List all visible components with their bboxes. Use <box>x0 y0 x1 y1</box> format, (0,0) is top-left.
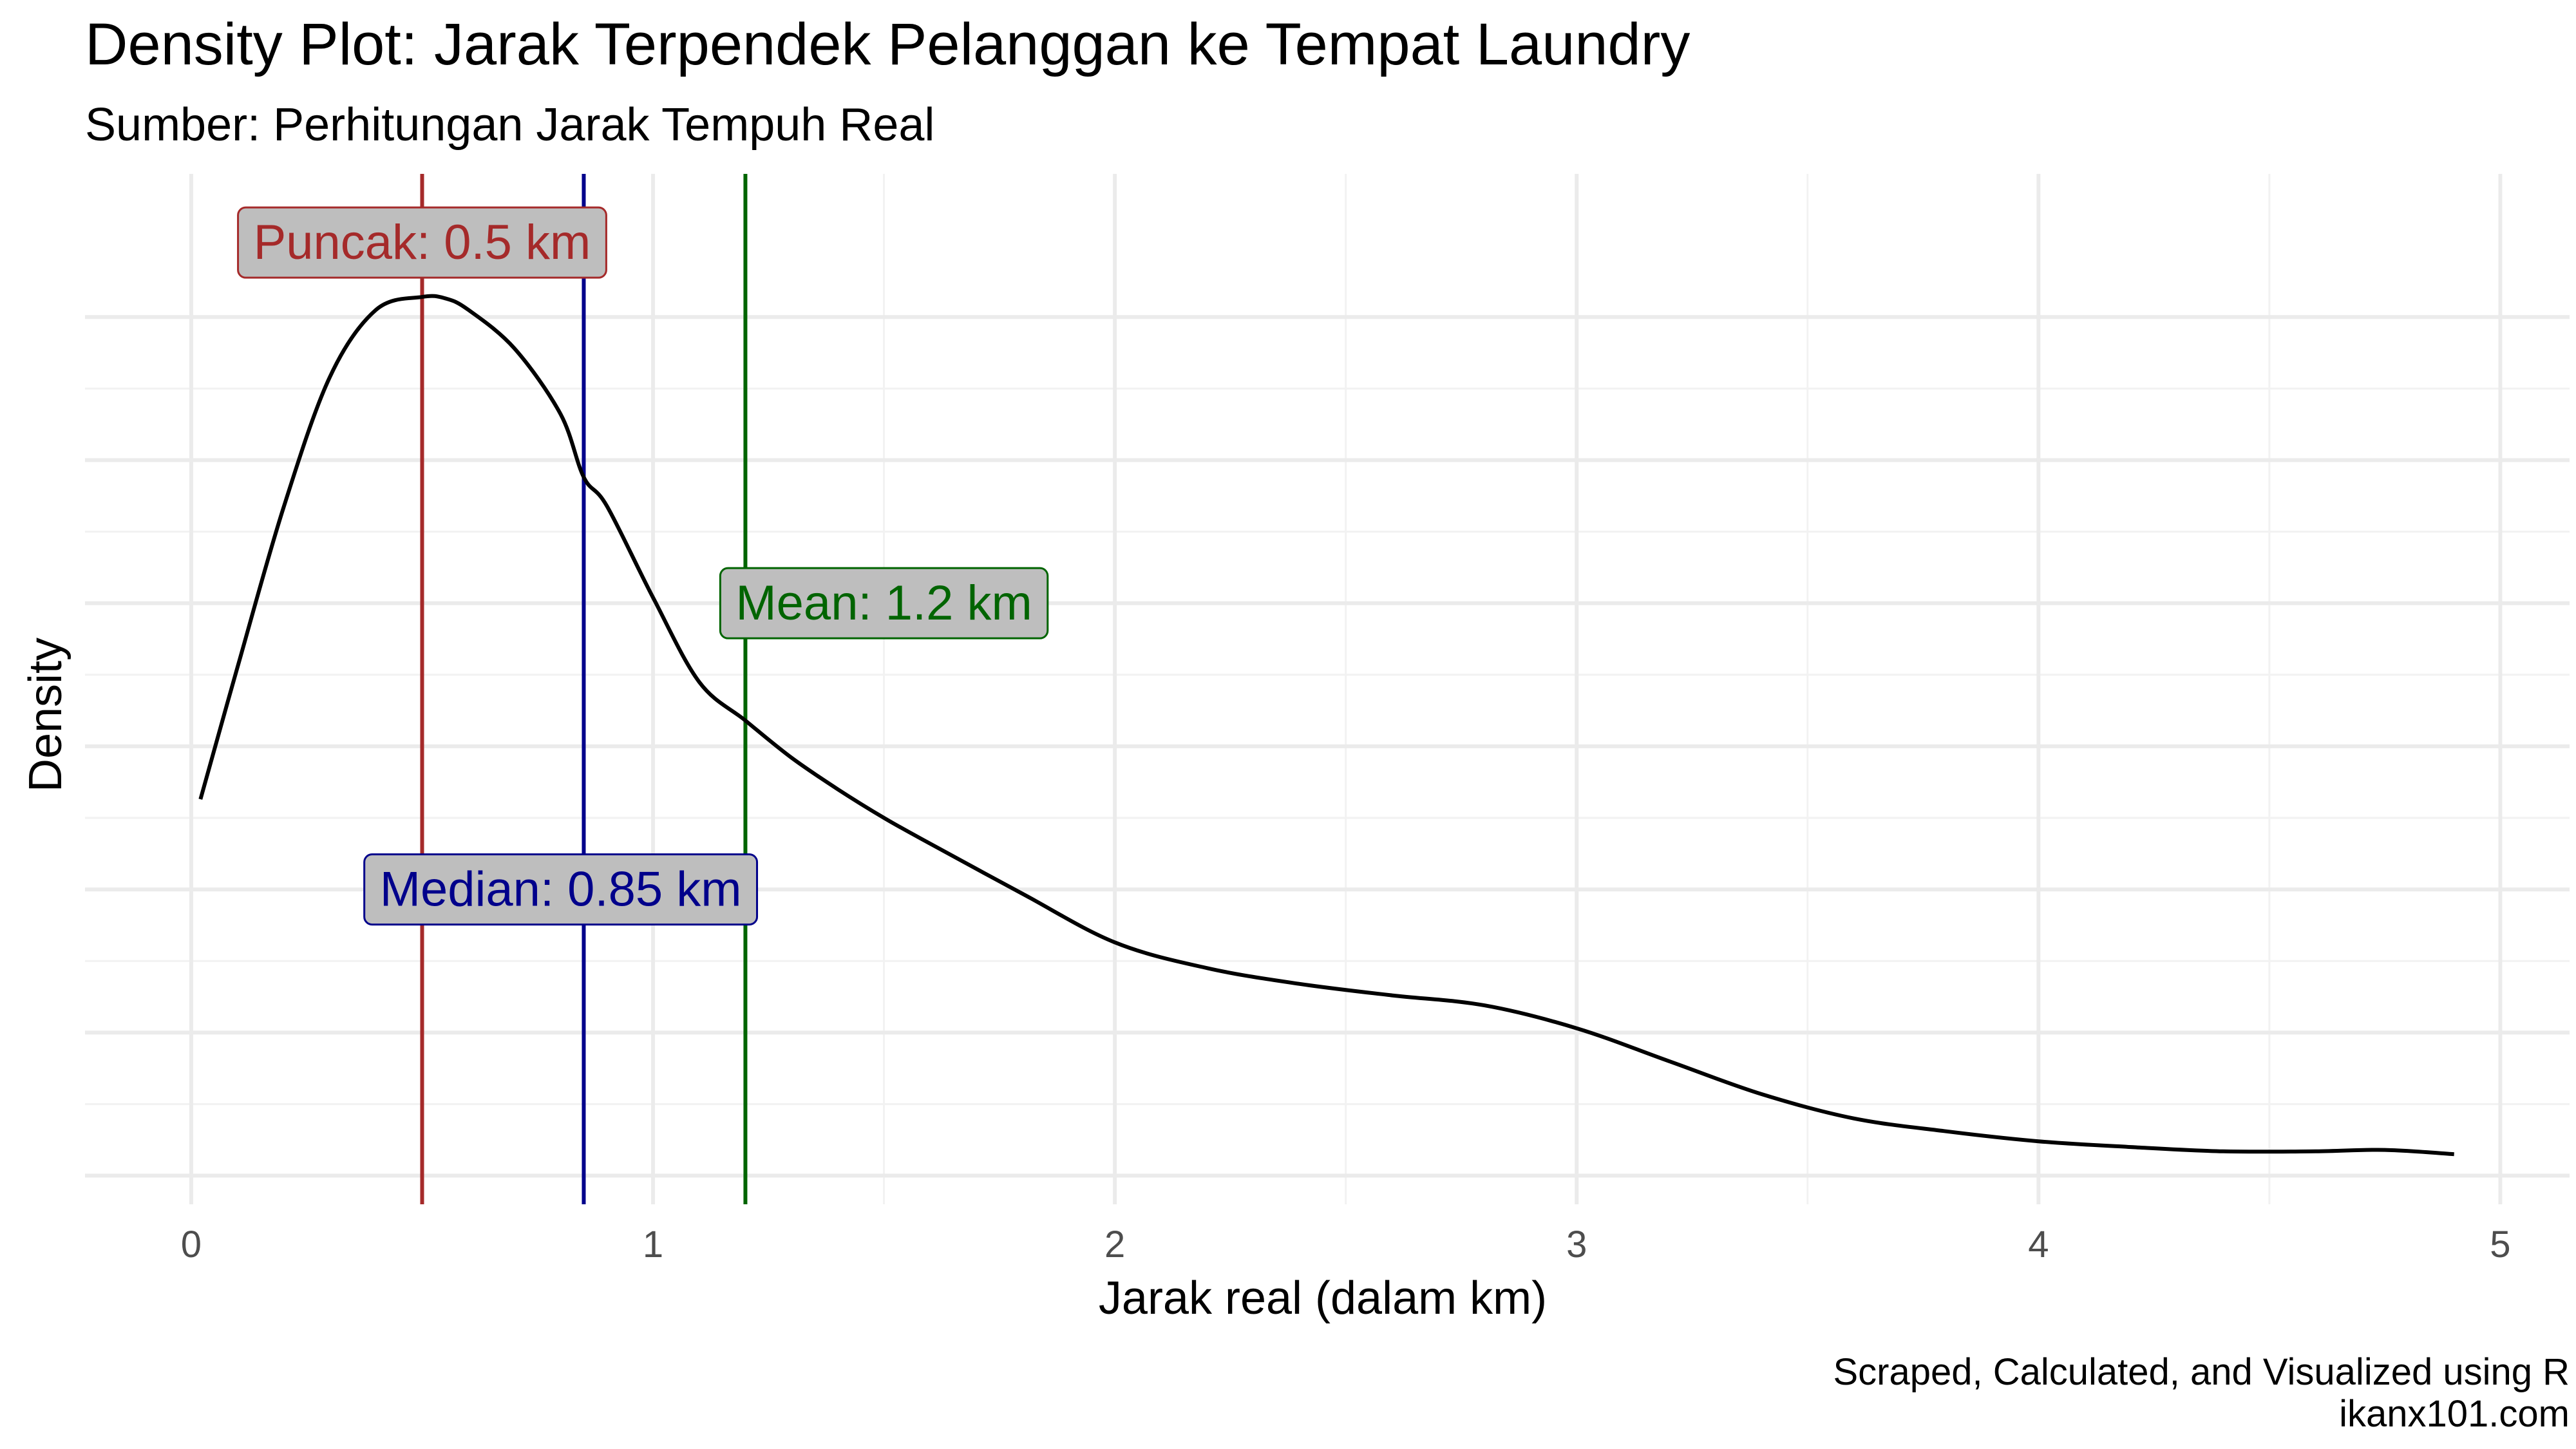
y-axis-title: Density <box>20 638 71 792</box>
reference-lines <box>420 174 748 1204</box>
ref-label-box <box>363 853 759 926</box>
ref-label-text: Mean: 1.2 km <box>735 576 1032 630</box>
ref-label-mean: Mean: 1.2 km <box>719 567 1049 639</box>
caption-line-2: ikanx101.com <box>2339 1393 2570 1435</box>
ref-label-box <box>719 567 1049 639</box>
x-tick-label: 1 <box>643 1224 663 1265</box>
x-tick-labels: 0 1 2 3 4 5 <box>181 1224 2511 1265</box>
ref-label-median: Median: 0.85 km <box>363 853 759 926</box>
x-tick-label: 5 <box>2490 1224 2510 1265</box>
ref-label-puncak: Puncak: 0.5 km <box>237 206 607 279</box>
chart-title: Density Plot: Jarak Terpendek Pelanggan … <box>85 12 1690 77</box>
x-tick-label: 2 <box>1104 1224 1125 1265</box>
x-tick-label: 3 <box>1566 1224 1587 1265</box>
x-tick-label: 0 <box>181 1224 202 1265</box>
x-axis-title: Jarak real (dalam km) <box>1099 1273 1547 1324</box>
ref-label-text: Puncak: 0.5 km <box>254 215 591 270</box>
ref-label-box <box>237 206 607 279</box>
gridlines <box>85 174 2570 1204</box>
plot-panel: Puncak: 0.5 km Median: 0.85 km Mean: 1.2 k… <box>85 174 2570 1265</box>
density-curve <box>198 294 2454 1157</box>
reference-labels: Puncak: 0.5 km Median: 0.85 km Mean: 1.2 k… <box>237 206 1049 926</box>
x-tick-label: 4 <box>2028 1224 2049 1265</box>
ref-label-text: Median: 0.85 km <box>380 862 742 917</box>
chart-subtitle: Sumber: Perhitungan Jarak Tempuh Real <box>85 99 934 151</box>
caption-line-1: Scraped, Calculated, and Visualized usin… <box>1833 1351 2570 1393</box>
